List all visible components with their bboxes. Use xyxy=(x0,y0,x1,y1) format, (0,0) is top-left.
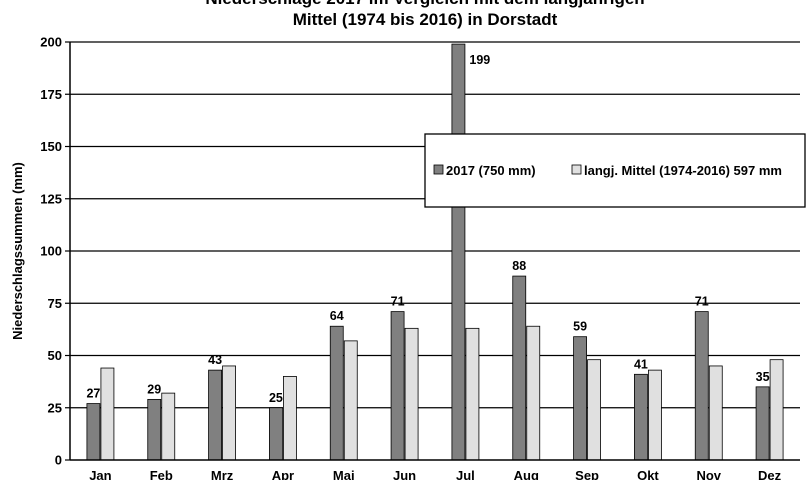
legend-swatch-mittel xyxy=(571,164,582,175)
x-tick-label: Okt xyxy=(637,468,659,480)
x-tick-label: Feb xyxy=(150,468,173,480)
bar-2017 xyxy=(451,43,466,461)
legend-swatch-2017 xyxy=(433,164,444,175)
bar-2017 xyxy=(390,311,405,461)
bar-2017 xyxy=(573,336,587,461)
bar-mittel xyxy=(465,327,480,461)
bar-mittel xyxy=(222,365,236,461)
bar-mittel xyxy=(404,327,419,461)
x-tick-label: Mrz xyxy=(211,468,234,480)
x-tick-label: Aug xyxy=(514,468,539,480)
y-tick-label: 150 xyxy=(40,139,62,154)
data-label-2017: 25 xyxy=(269,391,283,405)
bar-2017 xyxy=(147,398,162,461)
bar-mittel xyxy=(283,375,297,461)
y-tick-label: 175 xyxy=(40,87,62,102)
legend-box xyxy=(424,133,806,208)
legend-label-2017: 2017 (750 mm) xyxy=(446,163,536,178)
x-tick-label: Jul xyxy=(456,468,475,480)
chart-title-line-1: Niederschläge 2017 im Vergleich mit dem … xyxy=(205,0,644,8)
data-label-2017: 43 xyxy=(208,353,222,367)
bar-2017 xyxy=(269,407,283,461)
x-tick-label: Jan xyxy=(89,468,111,480)
data-label-2017: 199 xyxy=(469,53,490,67)
data-label-2017: 71 xyxy=(695,295,709,309)
gridlines xyxy=(70,41,800,409)
bar-mittel xyxy=(648,369,662,461)
y-tick-label: 25 xyxy=(48,400,62,415)
bar-mittel xyxy=(587,359,601,461)
bar-2017 xyxy=(755,386,770,461)
bar-mittel xyxy=(100,367,115,461)
data-label-2017: 71 xyxy=(391,295,405,309)
data-label-2017: 64 xyxy=(330,309,344,323)
data-label-2017: 88 xyxy=(512,259,526,273)
bar-mittel xyxy=(526,325,541,461)
bars: 27 29 43 25 64 71 199 88 59 41 71 35 xyxy=(86,43,784,461)
y-axis-label: Niederschlagssummen (mm) xyxy=(10,162,25,340)
y-tick-label: 100 xyxy=(40,244,62,259)
bar-2017 xyxy=(86,403,101,461)
chart-title-line-2: Mittel (1974 bis 2016) in Dorstadt xyxy=(293,10,558,29)
bar-mittel xyxy=(161,392,176,461)
data-label-2017: 41 xyxy=(634,357,648,371)
legend: 2017 (750 mm) langj. Mittel (1974-2016) … xyxy=(424,133,806,208)
y-tick-label: 75 xyxy=(48,296,62,311)
x-tick-label: Nov xyxy=(696,468,721,480)
x-tick-label: Sep xyxy=(575,468,599,480)
x-tick-label: Apr xyxy=(272,468,294,480)
bar-2017 xyxy=(512,275,527,461)
y-tick-label: 0 xyxy=(55,453,62,468)
legend-label-mittel: langj. Mittel (1974-2016) 597 mm xyxy=(584,163,782,178)
bar-mittel xyxy=(343,340,358,461)
x-tick-label: Mai xyxy=(333,468,355,480)
y-tick-label: 125 xyxy=(40,191,62,206)
bar-2017 xyxy=(634,373,648,461)
y-tick-label: 200 xyxy=(40,35,62,50)
bar-mittel xyxy=(708,365,723,461)
data-label-2017: 27 xyxy=(86,387,100,401)
x-tick-label: Dez xyxy=(758,468,782,480)
bar-2017 xyxy=(208,369,222,461)
bar-mittel xyxy=(769,359,784,461)
x-tick-label: Jun xyxy=(393,468,416,480)
data-label-2017: 29 xyxy=(147,382,161,396)
bar-2017 xyxy=(329,325,344,461)
bar-2017 xyxy=(694,311,709,461)
data-label-2017: 35 xyxy=(756,370,770,384)
axes: 0 25 50 75 100 125 150 175 200 Jan Feb Mrz Apr Mai Jun… xyxy=(40,35,800,480)
data-label-2017: 59 xyxy=(573,320,587,334)
y-tick-label: 50 xyxy=(48,348,62,363)
